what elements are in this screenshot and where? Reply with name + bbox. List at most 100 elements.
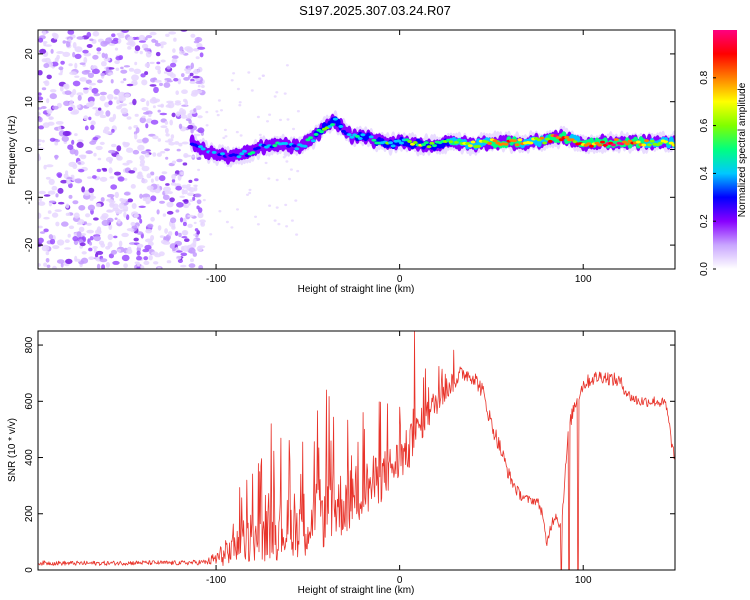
- noise-blob: [135, 127, 140, 134]
- noise-speck: [296, 110, 300, 113]
- noise-blob: [77, 139, 84, 143]
- noise-blob: [153, 86, 159, 94]
- noise-blob: [180, 252, 188, 257]
- noise-blob: [138, 40, 146, 43]
- noise-blob: [139, 117, 146, 124]
- ridge-cell: [465, 142, 471, 145]
- ridge-cell: [555, 136, 561, 140]
- noise-blob: [97, 109, 104, 116]
- noise-speck: [294, 199, 298, 202]
- noise-blob: [76, 36, 85, 40]
- noise-blob: [196, 205, 200, 210]
- noise-blob: [88, 86, 93, 91]
- noise-blob: [158, 251, 165, 257]
- noise-blob: [41, 87, 47, 91]
- noise-blob: [140, 73, 146, 78]
- noise-blob: [159, 112, 168, 116]
- ridge-cell: [429, 141, 435, 145]
- noise-blob: [111, 33, 116, 38]
- noise-speck: [264, 161, 268, 165]
- noise-speck: [254, 215, 257, 218]
- noise-speck: [236, 208, 239, 211]
- noise-blob: [175, 255, 182, 260]
- noise-blob: [127, 36, 134, 43]
- noise-blob: [38, 96, 44, 101]
- noise-blob: [41, 244, 49, 248]
- noise-blob: [66, 179, 72, 185]
- ridge-cell: [589, 144, 594, 148]
- noise-blob: [86, 222, 92, 226]
- noise-blob: [160, 59, 166, 63]
- noise-blob: [171, 174, 176, 180]
- noise-blob: [183, 98, 187, 103]
- noise-blob: [64, 90, 72, 95]
- noise-blob: [154, 79, 162, 83]
- noise-blob: [38, 237, 44, 244]
- noise-blob: [96, 47, 102, 52]
- noise-blob: [92, 31, 100, 37]
- noise-blob: [199, 219, 206, 223]
- ridge-cell: [291, 144, 297, 148]
- noise-blob: [96, 168, 102, 173]
- noise-speck: [275, 91, 279, 94]
- noise-blob: [67, 30, 75, 35]
- noise-blob: [140, 265, 145, 269]
- noise-blob: [72, 80, 81, 87]
- noise-blob: [197, 127, 205, 134]
- noise-blob: [74, 75, 80, 78]
- noise-blob: [196, 245, 203, 252]
- noise-blob: [85, 213, 91, 218]
- noise-blob: [45, 258, 50, 263]
- noise-blob: [48, 116, 54, 120]
- noise-blob: [181, 141, 189, 145]
- noise-speck: [275, 178, 279, 182]
- noise-blob: [157, 138, 161, 142]
- noise-blob: [57, 125, 62, 131]
- noise-blob: [139, 50, 143, 55]
- noise-blob: [68, 161, 77, 167]
- ridge-cell: [407, 140, 413, 143]
- ridge-cell: [396, 139, 402, 143]
- ridge-cell: [330, 123, 336, 127]
- noise-blob: [38, 125, 45, 130]
- noise-speck: [266, 120, 269, 123]
- noise-blob: [178, 232, 182, 238]
- ridge-cell: [671, 143, 675, 147]
- noise-blob: [93, 152, 97, 157]
- noise-blob: [189, 80, 196, 84]
- noise-blob: [190, 258, 194, 263]
- noise-blob: [166, 80, 173, 83]
- noise-blob: [188, 247, 196, 254]
- noise-blob: [74, 255, 78, 262]
- ridge-cell: [255, 146, 261, 150]
- noise-blob: [39, 197, 42, 202]
- noise-blob: [100, 72, 105, 77]
- noise-blob: [62, 130, 71, 137]
- noise-blob: [173, 77, 179, 82]
- signal-ridge: [189, 110, 675, 168]
- noise-blob: [189, 199, 194, 202]
- noise-blob: [201, 85, 205, 88]
- ridge-cell: [611, 143, 616, 147]
- noise-blob: [83, 56, 88, 64]
- noise-blob: [108, 253, 114, 259]
- noise-blob: [196, 199, 202, 205]
- noise-blob: [108, 224, 113, 231]
- noise-blob: [141, 165, 150, 172]
- noise-blob: [93, 235, 101, 242]
- noise-blob: [170, 134, 175, 139]
- noise-blob: [62, 51, 71, 58]
- noise-blob: [132, 98, 137, 106]
- noise-blob: [186, 184, 191, 187]
- noise-speck: [288, 177, 291, 181]
- noise-blob: [136, 250, 141, 256]
- noise-blob: [141, 107, 149, 111]
- noise-blob: [114, 171, 121, 176]
- ridge-cell: [657, 141, 663, 145]
- ridge-cell: [371, 138, 377, 142]
- noise-blob: [38, 116, 43, 123]
- noise-blob: [187, 223, 193, 228]
- noise-blob: [164, 78, 172, 81]
- noise-blob: [188, 179, 193, 183]
- noise-blob: [45, 176, 51, 180]
